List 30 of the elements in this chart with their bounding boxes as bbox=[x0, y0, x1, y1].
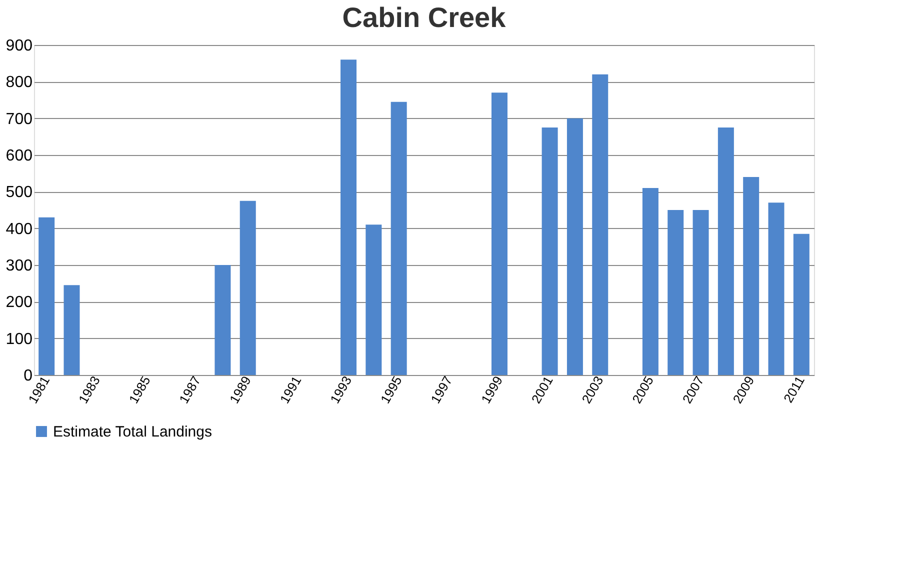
bar bbox=[366, 224, 382, 375]
chart-title: Cabin Creek bbox=[342, 2, 506, 33]
bar bbox=[340, 60, 357, 375]
bar bbox=[768, 202, 784, 375]
y-tick-label: 600 bbox=[6, 148, 33, 164]
bar bbox=[642, 188, 658, 375]
bar bbox=[214, 265, 231, 375]
bar bbox=[718, 128, 734, 375]
y-tick-label: 500 bbox=[6, 184, 33, 202]
bar bbox=[240, 200, 256, 375]
y-tick-label: 200 bbox=[6, 294, 33, 312]
bar bbox=[743, 177, 760, 375]
y-tick-label: 300 bbox=[6, 258, 33, 274]
bar bbox=[491, 92, 508, 375]
bar bbox=[566, 118, 583, 375]
y-tick-label: 900 bbox=[6, 38, 33, 54]
bar bbox=[64, 285, 80, 375]
bar bbox=[542, 128, 558, 375]
bar bbox=[692, 210, 709, 375]
bar bbox=[793, 234, 810, 375]
y-tick-label: 0 bbox=[24, 368, 33, 384]
bar bbox=[592, 74, 608, 375]
bar bbox=[668, 210, 684, 375]
legend-label: Estimate Total Landings bbox=[53, 424, 212, 440]
y-tick-label: 100 bbox=[6, 330, 33, 348]
y-tick-label: 400 bbox=[6, 220, 33, 238]
bar bbox=[38, 217, 55, 375]
y-tick-label: 700 bbox=[6, 110, 33, 128]
y-tick-label: 800 bbox=[6, 74, 33, 92]
bar bbox=[390, 102, 407, 375]
